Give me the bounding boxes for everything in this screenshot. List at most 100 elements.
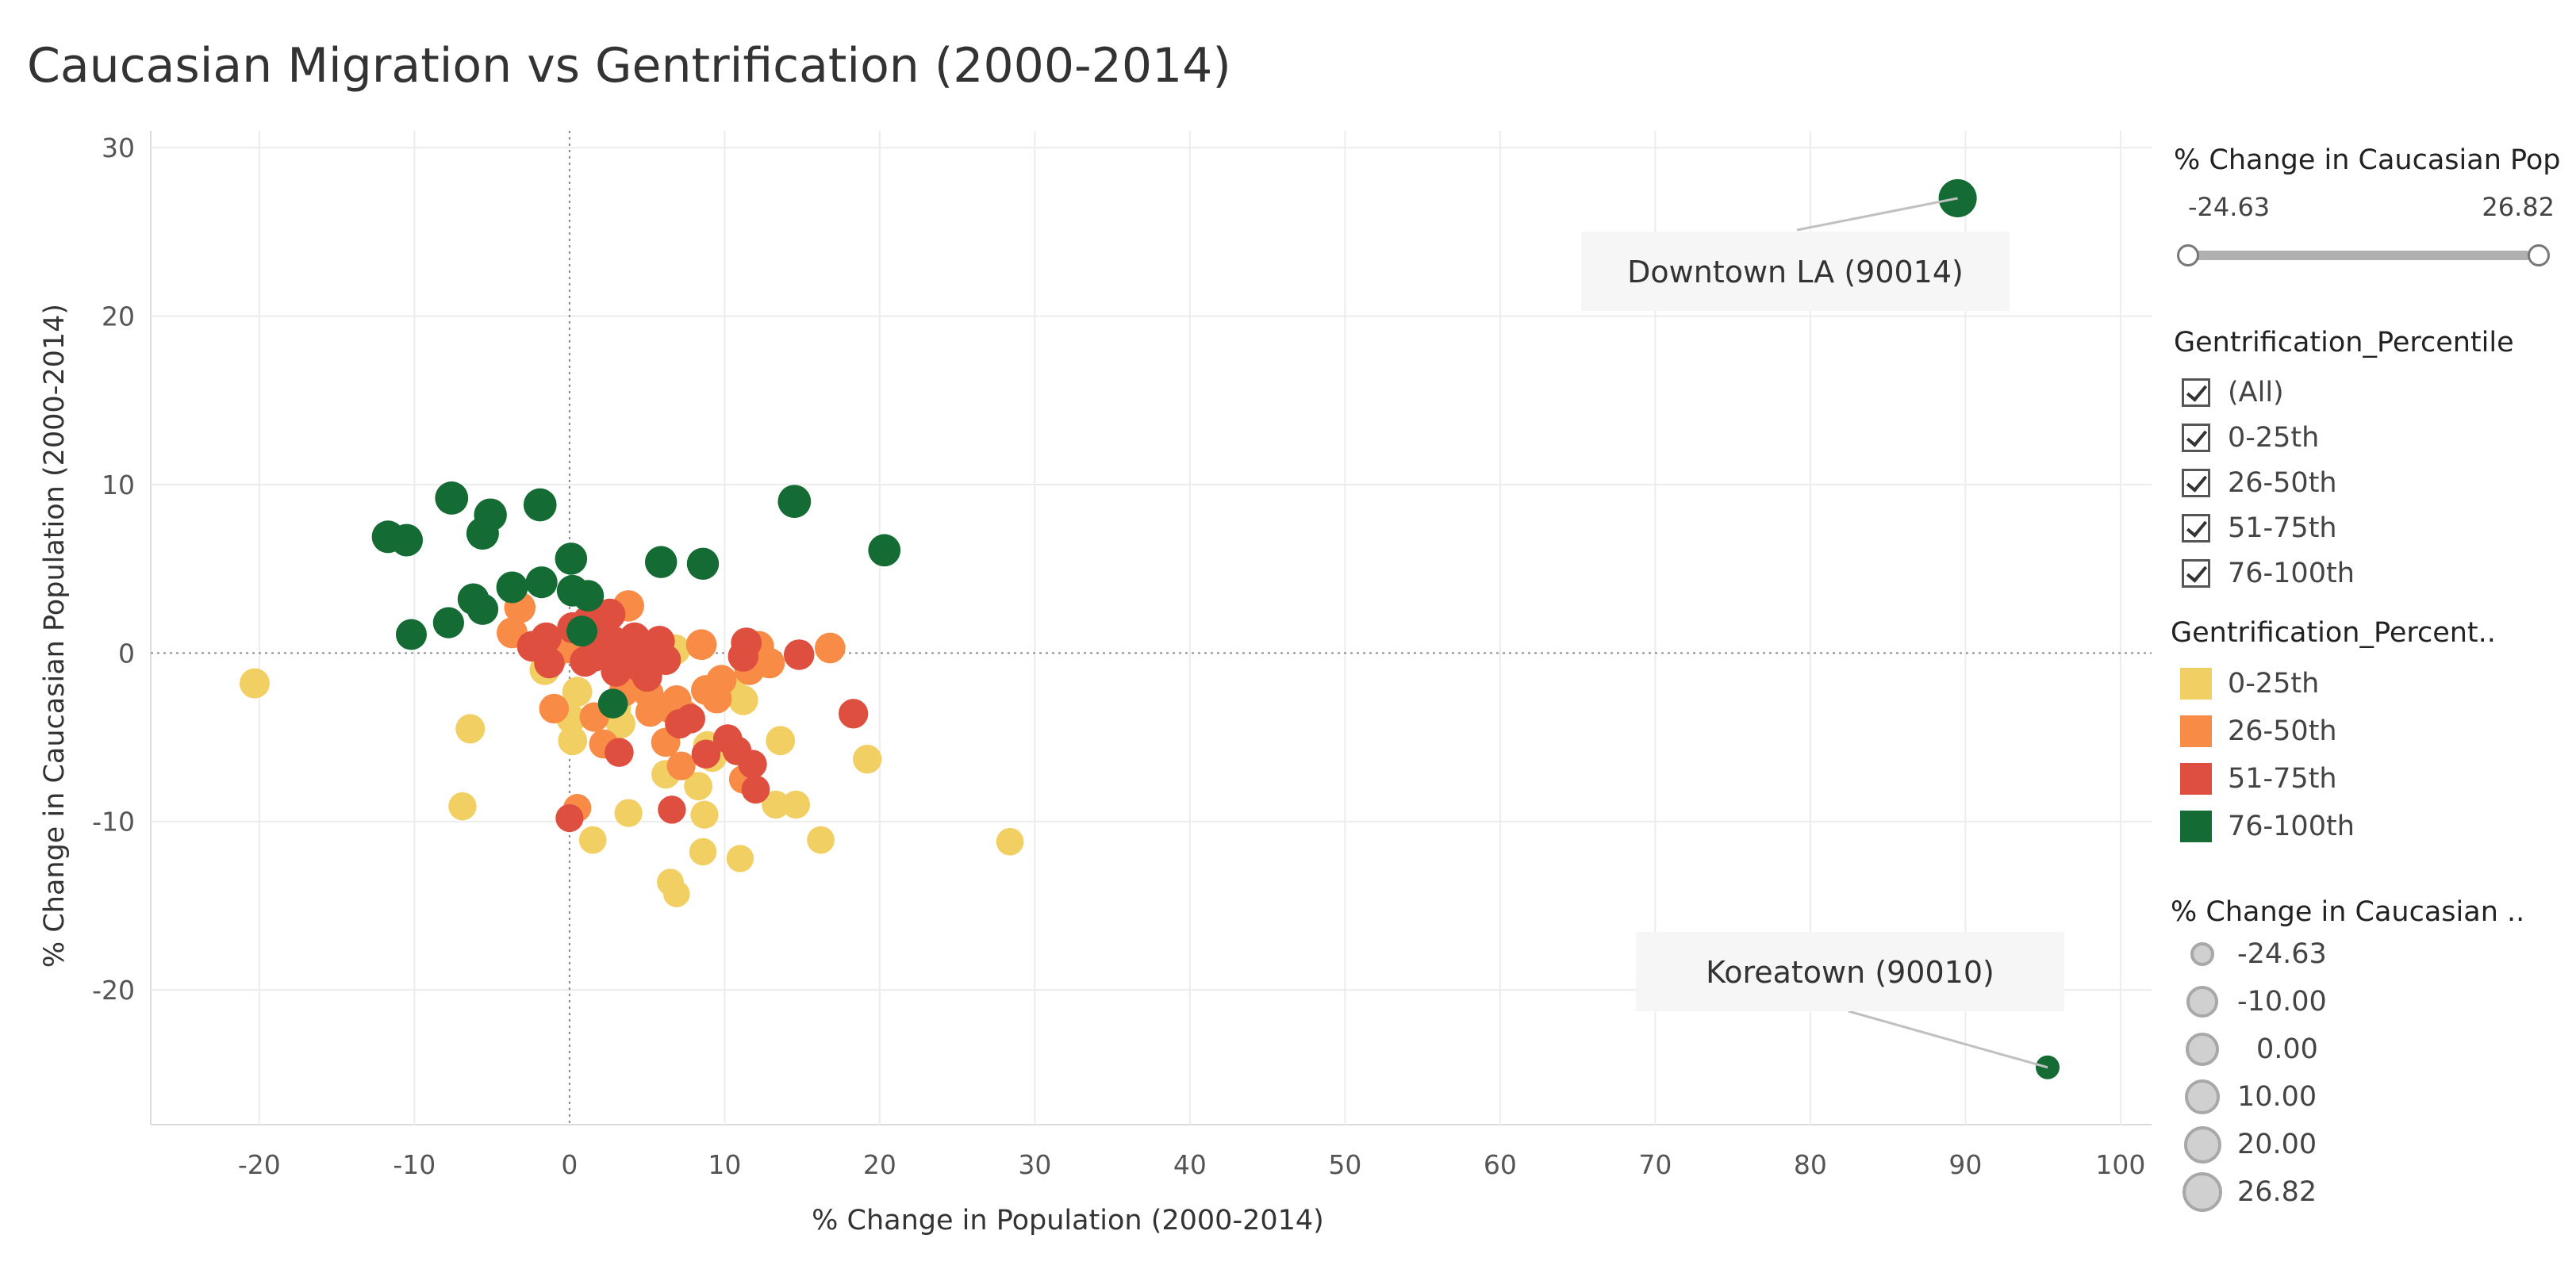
data-point-76-100th <box>686 547 720 581</box>
color-legend-label: 76-100th <box>2228 811 2355 842</box>
color-legend-item[interactable]: 76-100th <box>2180 809 2355 844</box>
data-point-0-25th <box>690 800 719 829</box>
size-legend: % Change in Caucasian .. -24.63 -10.00 0… <box>2158 896 2570 1229</box>
percentile-filter-title: Gentrification_Percentile <box>2174 327 2514 358</box>
data-point-76-100th <box>555 542 588 575</box>
y-tick-label: 0 <box>118 638 135 669</box>
color-swatch-26-50th <box>2180 715 2212 747</box>
data-point-26-50th <box>706 665 737 696</box>
data-point-51-75th <box>691 739 721 769</box>
x-axis-title: % Change in Population (2000-2014) <box>812 1205 1324 1236</box>
annotation-box <box>1636 932 2064 1011</box>
range-slider-track[interactable] <box>2183 251 2531 260</box>
data-point-76-100th <box>777 485 812 519</box>
annotation-label: Downtown LA (90014) <box>1627 255 1964 289</box>
data-point-51-75th <box>555 803 584 833</box>
data-point-51-75th <box>650 644 681 676</box>
x-tick-label: 40 <box>1173 1149 1207 1180</box>
data-point-51-75th <box>619 622 651 654</box>
size-legend-label: 10.00 <box>2237 1081 2317 1113</box>
filter-option-76-100th[interactable]: 76-100th <box>2182 555 2355 592</box>
x-tick-label: 10 <box>708 1149 741 1180</box>
data-point-0-25th <box>558 726 588 756</box>
data-point-51-75th <box>738 750 767 779</box>
color-swatch-76-100th <box>2180 811 2212 842</box>
x-tick-label: 50 <box>1328 1149 1361 1180</box>
data-point-51-75th <box>534 647 565 679</box>
data-point-0-25th <box>807 826 835 854</box>
filter-option-all[interactable]: (All) <box>2182 374 2284 411</box>
data-point-76-100th <box>496 571 528 604</box>
size-legend-item: 10.00 <box>2180 1077 2317 1117</box>
range-filter: % Change in Caucasian Pop -24.63 26.82 <box>2158 135 2570 293</box>
data-point-51-75th <box>605 738 634 767</box>
data-point-76-100th <box>644 546 678 578</box>
checkbox-checked-icon[interactable] <box>2182 424 2210 452</box>
data-point-0-25th <box>578 826 607 854</box>
data-point-0-25th <box>662 880 690 907</box>
size-legend-label: 0.00 <box>2256 1033 2318 1065</box>
size-circle-icon <box>2186 1033 2219 1066</box>
color-legend-item[interactable]: 51-75th <box>2180 761 2337 796</box>
annotation-box <box>1581 232 2010 311</box>
size-circle-icon <box>2183 1125 2221 1164</box>
filter-option-26-50th[interactable]: 26-50th <box>2182 465 2337 501</box>
data-point-76-100th <box>432 607 464 638</box>
x-tick-label: 20 <box>863 1149 896 1180</box>
filter-option-label: (All) <box>2228 377 2284 408</box>
data-point-0-25th <box>726 845 754 872</box>
data-point-0-25th <box>996 827 1024 856</box>
y-tick-label: 10 <box>102 470 135 500</box>
annotation-leader-line <box>1848 1010 2048 1069</box>
range-min-value: -24.63 <box>2188 192 2271 222</box>
chart-title: Caucasian Migration vs Gentrification (2… <box>27 38 1231 94</box>
range-slider-min-handle[interactable] <box>2177 244 2199 266</box>
x-tick-label: -20 <box>238 1149 281 1180</box>
range-slider-max-handle[interactable] <box>2528 244 2550 266</box>
size-legend-item: -10.00 <box>2180 982 2327 1022</box>
y-tick-label: 20 <box>102 301 135 332</box>
filter-option-51-75th[interactable]: 51-75th <box>2182 510 2337 546</box>
color-legend-item[interactable]: 0-25th <box>2180 666 2319 701</box>
data-point-26-50th <box>814 632 846 664</box>
data-point-51-75th <box>675 704 705 734</box>
checkbox-checked-icon[interactable] <box>2182 559 2210 588</box>
range-filter-title: % Change in Caucasian Pop <box>2174 144 2561 176</box>
checkbox-checked-icon[interactable] <box>2182 469 2210 497</box>
data-point-76-100th <box>525 566 558 599</box>
size-circle-icon <box>2186 986 2218 1018</box>
data-point-76-100th <box>523 488 557 522</box>
data-point-76-100th <box>566 615 598 647</box>
data-point-26-50th <box>754 647 785 679</box>
size-circle-icon <box>2190 942 2214 966</box>
x-tick-label: 90 <box>1948 1149 1982 1180</box>
checkbox-checked-icon[interactable] <box>2182 514 2210 542</box>
data-point-26-50th <box>539 693 570 724</box>
data-point-76-100th <box>390 523 424 557</box>
data-point-0-25th <box>239 668 270 699</box>
color-legend-label: 51-75th <box>2228 763 2337 795</box>
filter-option-label: 51-75th <box>2228 512 2337 544</box>
size-legend-item: -24.63 <box>2180 934 2327 974</box>
filter-option-0-25th[interactable]: 0-25th <box>2182 420 2319 456</box>
filter-option-label: 0-25th <box>2228 422 2320 454</box>
color-legend-label: 26-50th <box>2228 715 2337 747</box>
x-tick-label: 0 <box>561 1149 578 1180</box>
data-point-0-25th <box>853 744 882 774</box>
data-point-51-75th <box>731 627 762 659</box>
color-legend-item[interactable]: 26-50th <box>2180 714 2337 749</box>
color-swatch-0-25th <box>2180 668 2212 700</box>
size-circle-icon <box>2185 1079 2220 1114</box>
data-point-0-25th <box>728 685 758 715</box>
x-tick-label: 70 <box>1638 1149 1672 1180</box>
checkbox-checked-icon[interactable] <box>2182 378 2210 407</box>
data-point-76-100th <box>572 580 605 612</box>
data-point-76-100th <box>466 593 499 625</box>
data-point-0-25th <box>448 792 477 821</box>
data-point-26-50th <box>666 751 696 780</box>
data-point-76-100th <box>868 534 901 567</box>
data-point-0-25th <box>684 772 713 801</box>
x-tick-label: -10 <box>393 1149 436 1180</box>
data-point-0-25th <box>689 838 717 866</box>
